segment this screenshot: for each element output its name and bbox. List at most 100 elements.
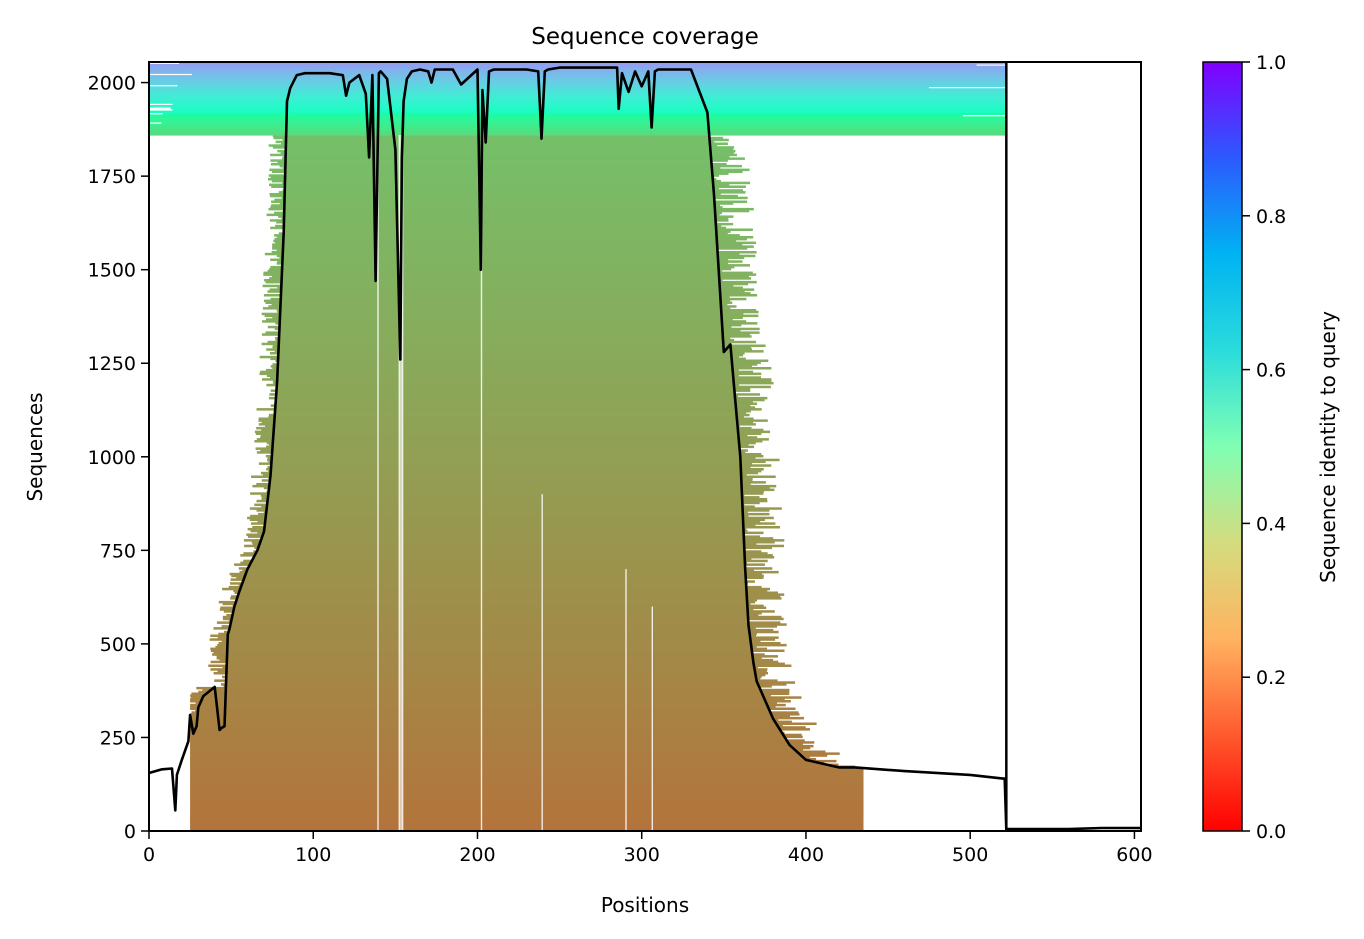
alignment-row — [267, 290, 745, 293]
alignment-row — [190, 765, 856, 768]
alignment-row — [266, 441, 756, 445]
alignment-row — [273, 406, 756, 409]
alignment-row — [275, 398, 765, 402]
alignment-row — [266, 213, 720, 217]
alignment-row — [260, 436, 758, 439]
alignment-row — [149, 93, 1007, 97]
alignment-row — [242, 569, 755, 572]
alignment-row — [267, 488, 775, 492]
coverage-line-layer — [149, 66, 1141, 831]
alignment-row — [190, 780, 864, 783]
alignment-row — [149, 131, 1007, 134]
alignment-row — [260, 434, 748, 437]
alignment-row — [190, 718, 779, 722]
alignment-row — [255, 447, 741, 450]
alignment-row — [270, 357, 746, 361]
y-tick-label: 1500 — [88, 260, 136, 282]
x-tick-label: 0 — [143, 844, 155, 866]
alignment-row — [230, 597, 782, 600]
alignment-row — [269, 183, 730, 187]
alignment-row — [267, 325, 732, 329]
alignment-row — [190, 744, 814, 748]
alignment-row — [149, 78, 1007, 82]
alignment-row — [252, 542, 757, 546]
alignment-row — [190, 703, 786, 707]
alignment-row — [285, 222, 734, 226]
alignment-row — [220, 606, 767, 609]
alignment-row — [283, 209, 750, 213]
alignment-row — [277, 286, 743, 289]
alignment-row — [270, 258, 729, 261]
y-tick-label: 1000 — [88, 447, 136, 469]
alignment-row — [282, 155, 730, 159]
alignment-row — [221, 683, 787, 686]
alignment-row — [190, 724, 783, 727]
alignment-row — [258, 423, 756, 426]
alignment-row — [266, 445, 755, 449]
alignment-row — [270, 265, 735, 269]
alignment-row — [266, 490, 764, 493]
coverage-line — [149, 66, 1141, 831]
alignment-row — [274, 211, 722, 215]
alignment-row — [250, 529, 748, 533]
alignment-row — [190, 716, 805, 720]
alignment-row — [268, 415, 744, 419]
alignment-row — [281, 196, 748, 200]
alignment-row — [247, 535, 761, 538]
alignment-row — [190, 715, 791, 718]
alignment-row — [275, 140, 715, 144]
alignment-row — [272, 316, 743, 319]
alignment-row — [270, 194, 738, 198]
alignment-row — [149, 91, 1007, 95]
colorbar-tick-label: 1.0 — [1256, 52, 1286, 74]
alignment-row — [190, 739, 805, 742]
alignment-row — [274, 350, 764, 353]
alignment-row — [190, 769, 864, 772]
alignment-row — [250, 492, 764, 495]
alignment-row — [266, 468, 764, 471]
alignment-row — [272, 380, 772, 383]
alignment-row — [190, 786, 864, 789]
alignment-row — [270, 365, 752, 368]
alignment-row — [268, 477, 753, 480]
alignment-row — [264, 252, 740, 256]
alignment-row — [190, 810, 864, 813]
alignment-row — [266, 348, 752, 351]
alignment-row — [267, 456, 756, 460]
alignment-row — [190, 754, 828, 757]
alignment-row — [263, 511, 748, 514]
colorbar-tick-label: 0.8 — [1256, 206, 1286, 228]
alignment-row — [275, 359, 769, 362]
alignment-row — [210, 660, 779, 664]
alignment-row — [260, 449, 748, 452]
alignment-row — [212, 653, 765, 656]
alignment-row — [233, 589, 768, 593]
alignment-row — [265, 301, 733, 304]
alignment-row — [251, 522, 776, 525]
alignment-row — [247, 516, 774, 520]
x-tick-label: 400 — [788, 844, 824, 866]
alignment-row — [239, 570, 779, 574]
alignment-row — [149, 105, 1007, 108]
alignment-row — [270, 159, 728, 162]
alignment-row — [269, 393, 760, 396]
alignment-row — [190, 696, 802, 699]
alignment-row — [262, 284, 734, 288]
alignment-row — [251, 541, 775, 544]
alignment-row — [260, 370, 754, 374]
alignment-row — [218, 632, 757, 636]
alignment-row — [268, 178, 717, 181]
alignment-row — [263, 271, 753, 275]
alignment-row — [272, 146, 735, 149]
alignment-row — [275, 337, 731, 340]
alignment-row — [266, 374, 739, 377]
alignment-row — [270, 206, 723, 209]
alignment-row — [268, 469, 762, 473]
gap-column — [377, 135, 379, 831]
alignment-row — [190, 816, 864, 819]
alignment-row — [274, 402, 758, 405]
alignment-row — [190, 759, 837, 763]
alignment-row — [271, 204, 720, 207]
alignment-row — [280, 335, 752, 338]
